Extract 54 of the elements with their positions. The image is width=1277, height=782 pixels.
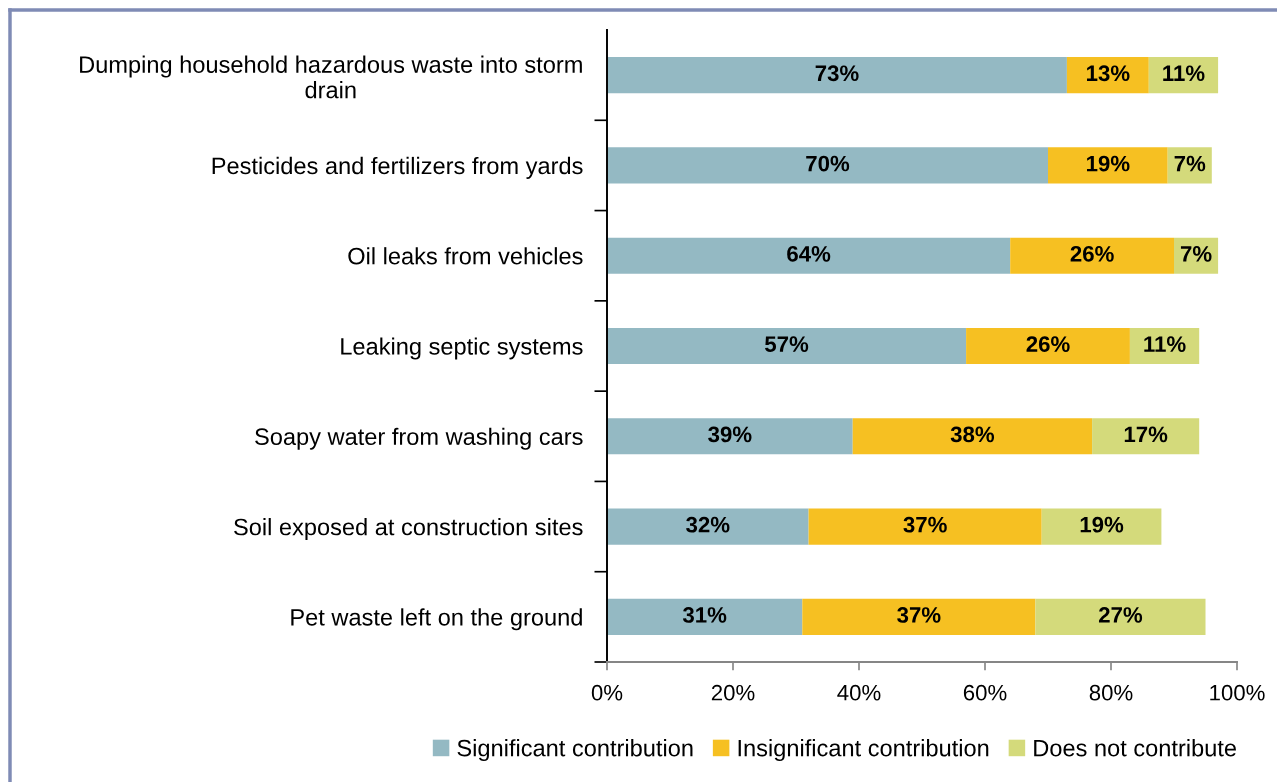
data-label: 26%	[1026, 336, 1070, 352]
data-label: 7%	[1180, 246, 1212, 262]
y-tick-label: Leaking septic systems	[341, 337, 583, 360]
legend-label: Does not contribute	[1034, 739, 1236, 757]
x-tick-label: 20%	[711, 684, 755, 701]
data-label: 57%	[765, 336, 809, 352]
x-tick-label: 100%	[1210, 684, 1265, 701]
data-label: 39%	[708, 426, 752, 443]
data-label: 32%	[686, 516, 730, 533]
bar	[966, 327, 1130, 365]
data-label: 17%	[1124, 426, 1168, 443]
data-label: 11%	[1163, 65, 1205, 82]
legend-label: Significant contribution	[457, 739, 693, 762]
y-tick-label: Pet waste left on the ground	[291, 608, 582, 631]
bar	[802, 598, 1036, 635]
data-label: 26%	[1070, 245, 1114, 262]
x-tick-label: 0%	[591, 684, 623, 701]
y-tick-label: Soil exposed at construction sites	[234, 518, 583, 541]
bar	[1048, 147, 1168, 184]
data-label: 37%	[897, 607, 941, 623]
data-label: 38%	[950, 426, 995, 443]
data-label: 73%	[815, 65, 859, 82]
bar	[607, 57, 1067, 94]
data-label: 7%	[1174, 155, 1206, 172]
x-tick-label: 80%	[1089, 684, 1133, 701]
y-tick-label: Oil leaks from vehicles	[348, 247, 583, 265]
bar	[607, 147, 1048, 184]
bar	[852, 418, 1093, 455]
legend-label: Insignificant contribution	[738, 739, 989, 762]
bar	[607, 598, 803, 635]
y-tick-label: Dumping household hazardous waste into storm drain	[80, 55, 582, 99]
bar	[808, 508, 1042, 545]
bar	[1041, 508, 1162, 545]
y-tick-label: Soapy water from washing cars	[255, 427, 583, 450]
bar	[607, 418, 853, 455]
bar	[607, 508, 809, 545]
data-label: 31%	[682, 607, 727, 623]
bar	[1066, 57, 1149, 94]
data-label: 70%	[806, 155, 850, 172]
bar	[607, 237, 1011, 274]
bar	[1035, 598, 1206, 635]
data-label: 13%	[1087, 65, 1130, 82]
data-label: 19%	[1087, 155, 1130, 172]
x-tick-label: 40%	[837, 684, 881, 701]
data-label: 37%	[903, 516, 947, 533]
x-tick-label: 60%	[963, 684, 1007, 701]
data-label: 11%	[1144, 336, 1186, 352]
bar	[607, 327, 967, 365]
data-label: 27%	[1098, 607, 1143, 623]
data-label: 19%	[1080, 516, 1124, 533]
y-tick-label: Pesticides and fertilizers from yards	[212, 156, 583, 179]
data-label: 64%	[787, 245, 831, 262]
bar	[1010, 237, 1174, 274]
bar	[1092, 418, 1200, 455]
